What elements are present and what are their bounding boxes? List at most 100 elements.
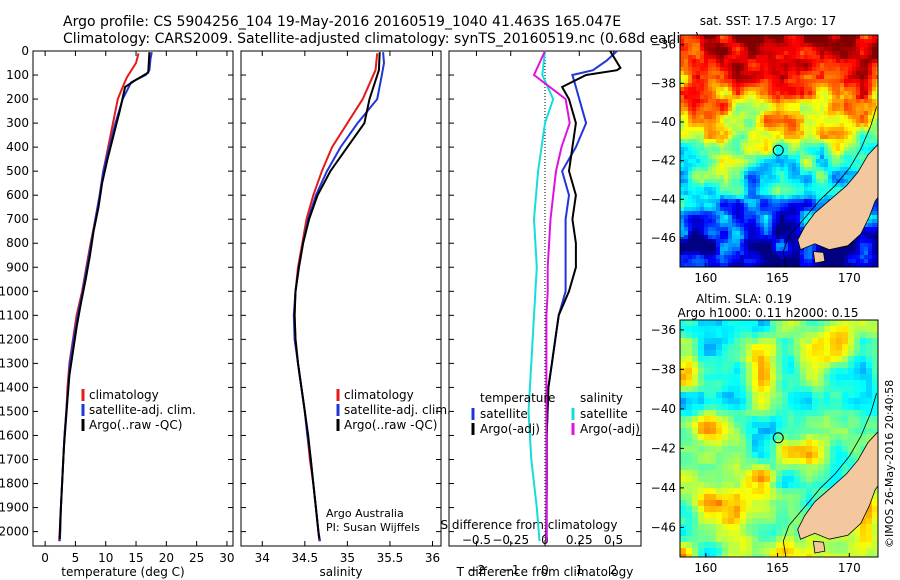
map-cell [776,410,783,417]
map-cell [836,139,841,144]
map-cell [740,259,745,264]
map-cell [720,167,725,172]
map-cell [854,536,861,543]
map-cell [696,87,701,92]
map-cell [772,119,777,124]
map-cell [688,139,693,144]
map-cell [758,428,765,435]
map-cell [780,63,785,68]
map-cell [840,115,845,120]
y-tick-label: 1000 [0,284,29,298]
map-cell [688,247,693,252]
map-cell [784,51,789,56]
map-cell [740,410,747,417]
map-cell [744,135,749,140]
map-cell [692,344,699,351]
map-cell [824,398,831,405]
map-cell [820,91,825,96]
map-cell [716,187,721,192]
map-cell [728,119,733,124]
map-cell [710,548,717,555]
map-cell [780,199,785,204]
map-cell [732,67,737,72]
map-cell [732,179,737,184]
map-cell [812,428,819,435]
map-cell [872,243,877,248]
map-cell [758,476,765,483]
map-cell [764,107,769,112]
map-cell [744,175,749,180]
map-cell [716,127,721,132]
map-cell [788,464,795,471]
map-cell [794,356,801,363]
map-cell [818,452,825,459]
map-cell [716,223,721,228]
map-cell [794,374,801,381]
map-cell [764,123,769,128]
map-cell [688,103,693,108]
map-cell [740,67,745,72]
map-cell [828,155,833,160]
map-cell [756,107,761,112]
map-cell [792,175,797,180]
map-cell [752,107,757,112]
map-cell [852,159,857,164]
map-cell [794,326,801,333]
map-cell [716,518,723,525]
map-cell [722,416,729,423]
map-cell [724,211,729,216]
map-cell [808,111,813,116]
map-cell [684,159,689,164]
map-cell [784,95,789,100]
map-cell [680,530,687,537]
map-cell [698,548,705,555]
map-cell [828,147,833,152]
map-cell [700,171,705,176]
map-cell [820,263,825,267]
map-cell [728,207,733,212]
map-cell [700,71,705,76]
map-cell [768,91,773,96]
map-cell [792,131,797,136]
map-cell [832,251,837,256]
map-cell [712,123,717,128]
map-cell [876,139,878,144]
map-cell [848,115,853,120]
map-cell [772,211,777,216]
map-cell [704,135,709,140]
map-cell [806,554,813,557]
map-cell [872,326,878,333]
map-cell [748,111,753,116]
map-cell [856,135,861,140]
map-cell [740,398,747,405]
map-cell [764,103,769,108]
map-cell [872,119,877,124]
map-cell [852,167,857,172]
map-cell [792,187,797,192]
map-cell [704,470,711,477]
map-cell [720,111,725,116]
map-cell [796,175,801,180]
map-cell [848,87,853,92]
map-cell [692,518,699,525]
map-cell [856,43,861,48]
map-cell [788,488,795,495]
map-cell [740,255,745,260]
map-cell [788,259,793,264]
map-cell [828,91,833,96]
map-cell [784,91,789,96]
map-cell [756,155,761,160]
map-cell [804,103,809,108]
map-cell [686,536,693,543]
map-cell [808,259,813,264]
map-cell [832,51,837,56]
map-cell [712,207,717,212]
map-cell [744,235,749,240]
map-cell [720,239,725,244]
map-cell [832,119,837,124]
map-cell [830,476,837,483]
map-cell [872,83,877,88]
map-cell [776,350,783,357]
map-cell [804,123,809,128]
map-cell [760,183,765,188]
